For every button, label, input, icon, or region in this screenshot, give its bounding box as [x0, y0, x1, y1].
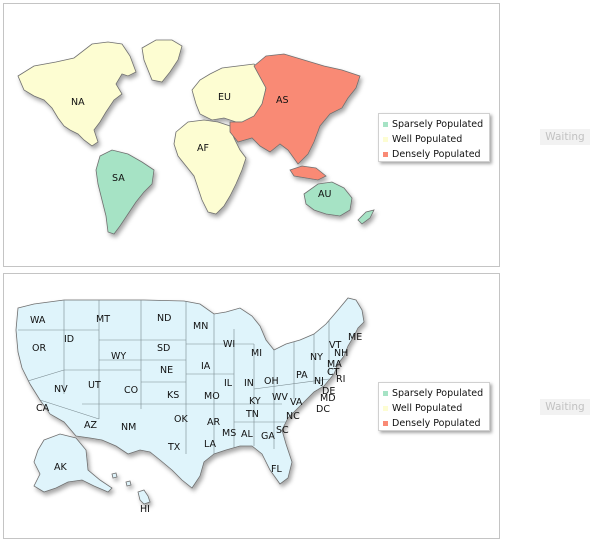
state-label-or: OR	[32, 343, 46, 354]
legend-swatch-sparse	[383, 391, 388, 396]
state-label-nd: ND	[157, 313, 171, 324]
state-label-wi: WI	[223, 339, 235, 350]
legend-item-sparse: Sparsely Populated	[383, 117, 489, 132]
usa-map-panel: WA MT ND MN OR ID SD WI VT ME WY NH NY M…	[3, 273, 500, 539]
legend-swatch-dense	[383, 421, 388, 426]
state-label-nv: NV	[54, 384, 68, 395]
region-greenland[interactable]	[141, 39, 183, 83]
state-label-oh: OH	[264, 376, 279, 387]
region-label-as: AS	[276, 95, 289, 106]
region-sa[interactable]	[95, 149, 155, 235]
usa-legend: Sparsely Populated Well Populated Densel…	[378, 382, 490, 431]
usa-mainland[interactable]	[15, 297, 365, 489]
state-label-ms: MS	[222, 428, 236, 439]
legend-item-dense: Densely Populated	[383, 147, 489, 162]
state-label-wy: WY	[111, 351, 126, 362]
world-map: NA SA EU AF AS AU	[17, 39, 375, 235]
region-label-eu: EU	[218, 92, 231, 103]
state-label-ak: AK	[54, 462, 67, 473]
state-label-tn: TN	[245, 409, 259, 420]
region-as-islands[interactable]	[289, 165, 327, 181]
legend-item-sparse: Sparsely Populated	[383, 386, 489, 401]
state-label-hi: HI	[140, 504, 150, 515]
state-label-ia: IA	[201, 361, 211, 372]
region-as[interactable]	[229, 53, 361, 165]
legend-swatch-dense	[383, 152, 388, 157]
state-label-va: VA	[290, 397, 303, 408]
legend-item-well: Well Populated	[383, 401, 489, 416]
region-label-na: NA	[71, 97, 85, 108]
state-label-in: IN	[244, 378, 254, 389]
state-label-mt: MT	[96, 314, 110, 325]
state-label-ne: NE	[160, 365, 173, 376]
usa-waiting-indicator: Waiting	[540, 399, 590, 415]
state-label-il: IL	[224, 378, 233, 389]
state-label-id: ID	[64, 334, 74, 345]
state-label-ga: GA	[261, 431, 275, 442]
state-label-sc: SC	[276, 425, 289, 436]
legend-item-dense: Densely Populated	[383, 416, 489, 431]
state-label-ca: CA	[36, 403, 50, 414]
region-au[interactable]	[303, 181, 353, 217]
world-waiting-indicator: Waiting	[540, 129, 590, 145]
state-label-nj: NJ	[314, 376, 324, 387]
region-na[interactable]	[17, 41, 137, 147]
state-label-ok: OK	[174, 414, 188, 425]
state-label-mi: MI	[251, 348, 262, 359]
world-map-panel: NA SA EU AF AS AU Sparsely Populated Wel…	[3, 3, 500, 267]
state-label-ar: AR	[207, 417, 220, 428]
state-label-ky: KY	[249, 396, 261, 407]
state-label-dc: DC	[316, 404, 330, 415]
usa-map: WA MT ND MN OR ID SD WI VT ME WY NH NY M…	[15, 297, 365, 515]
state-label-ri: RI	[336, 374, 345, 385]
legend-swatch-well	[383, 137, 388, 142]
state-label-la: LA	[204, 439, 217, 450]
state-label-de: DE	[322, 386, 335, 397]
state-label-al: AL	[241, 429, 253, 440]
state-label-fl: FL	[271, 464, 282, 475]
state-label-nc: NC	[286, 411, 300, 422]
state-label-me: ME	[348, 332, 362, 343]
state-label-tx: TX	[167, 442, 181, 453]
state-label-mn: MN	[193, 321, 208, 332]
state-label-wv: WV	[272, 392, 288, 403]
state-label-co: CO	[124, 385, 138, 396]
state-label-ks: KS	[167, 390, 179, 401]
region-nz[interactable]	[357, 209, 375, 225]
usa-alaska[interactable]	[33, 433, 113, 493]
state-label-sd: SD	[157, 343, 170, 354]
region-label-af: AF	[197, 143, 209, 154]
state-label-md: MD	[320, 393, 336, 404]
state-label-vt: VT	[329, 340, 341, 351]
usa-hawaii[interactable]	[111, 472, 151, 505]
legend-swatch-well	[383, 406, 388, 411]
region-af[interactable]	[173, 119, 247, 215]
state-label-ny: NY	[310, 352, 323, 363]
state-label-ct: CT	[327, 367, 340, 378]
world-legend: Sparsely Populated Well Populated Densel…	[378, 113, 490, 162]
state-label-wa: WA	[30, 315, 46, 326]
state-borders	[17, 300, 330, 454]
region-label-sa: SA	[112, 173, 125, 184]
legend-swatch-sparse	[383, 122, 388, 127]
state-label-nm: NM	[121, 422, 136, 433]
state-label-ma: MA	[327, 359, 342, 370]
state-label-pa: PA	[296, 370, 308, 381]
state-label-nh: NH	[334, 348, 348, 359]
legend-item-well: Well Populated	[383, 132, 489, 147]
state-label-ut: UT	[88, 380, 101, 391]
region-label-au: AU	[318, 189, 331, 200]
state-label-az: AZ	[84, 420, 97, 431]
state-label-mo: MO	[204, 391, 220, 402]
